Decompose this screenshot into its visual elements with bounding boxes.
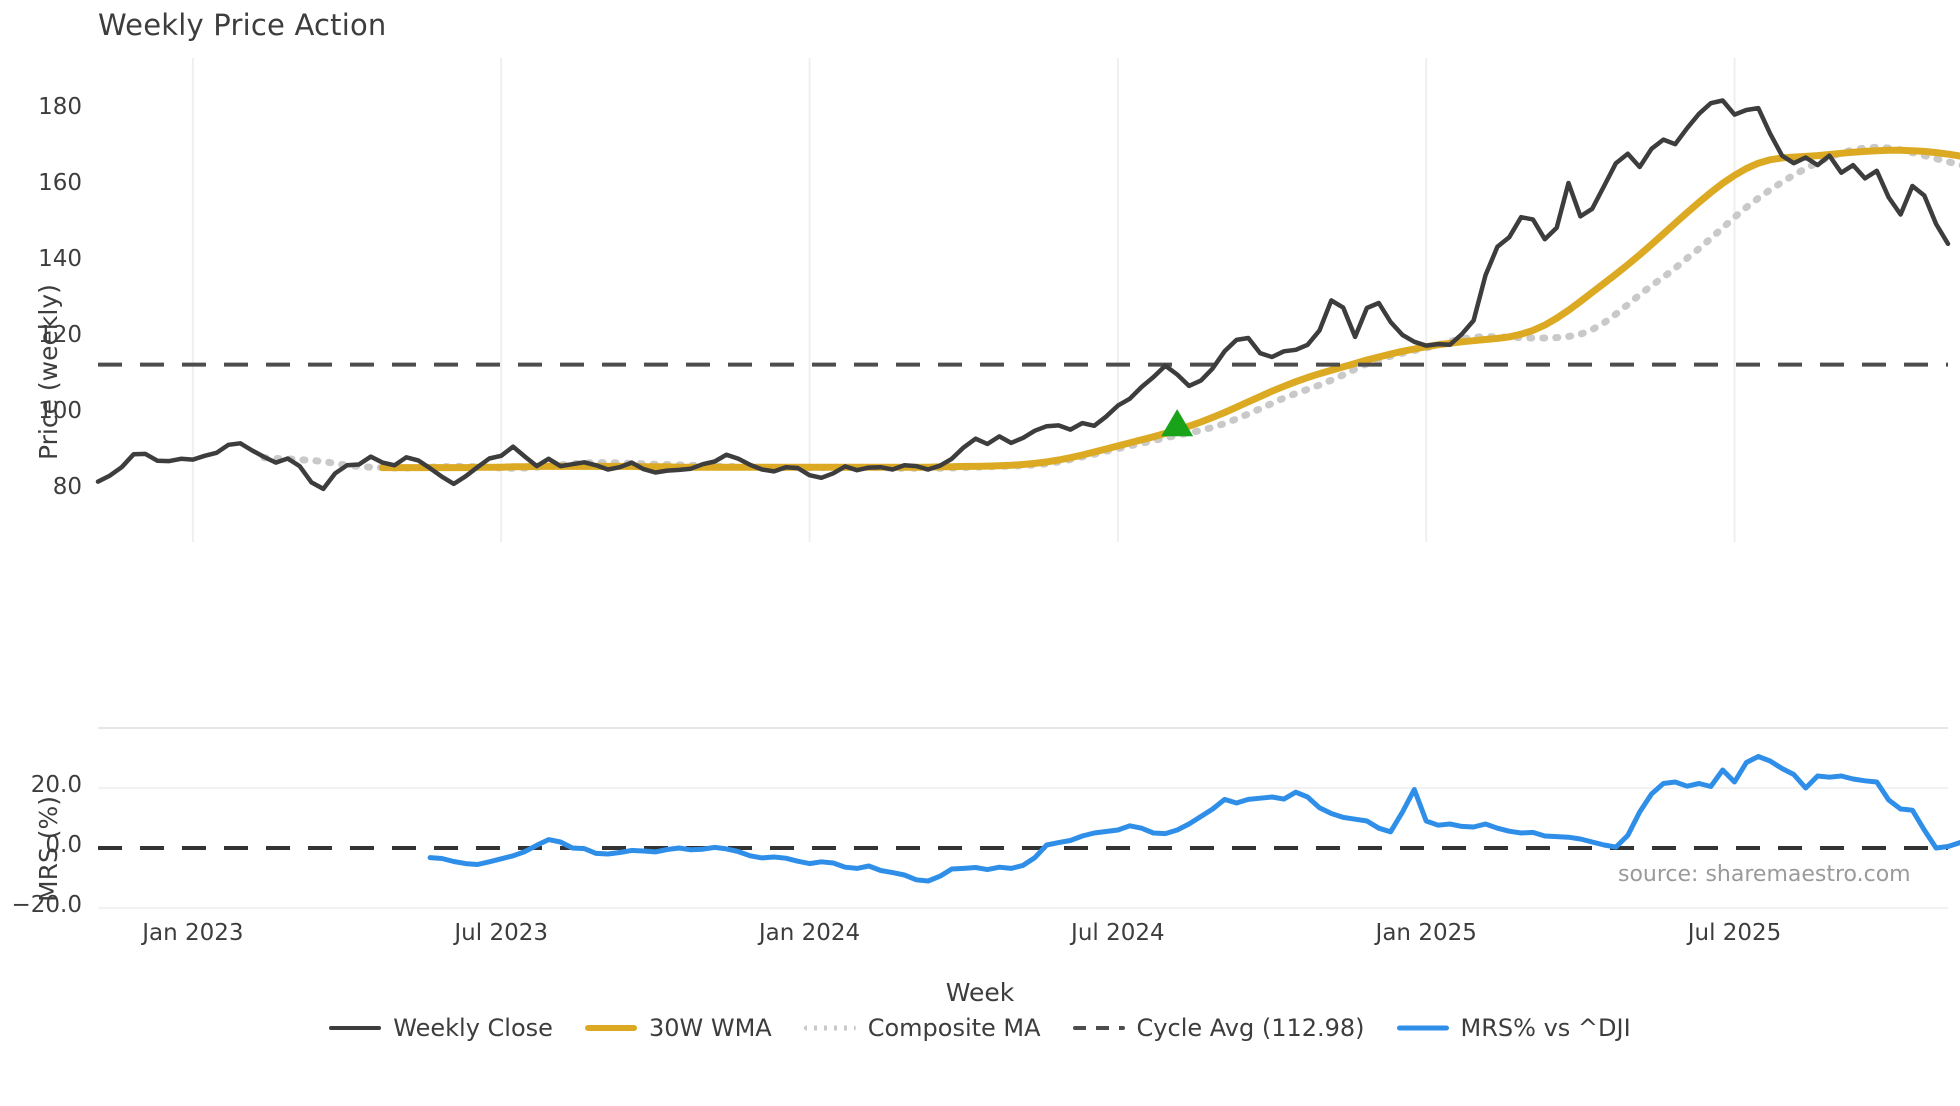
legend-swatch-weekly-close-icon xyxy=(329,1019,382,1037)
legend-swatch-mrs-pct-icon xyxy=(1396,1019,1449,1037)
mrs-line xyxy=(427,754,1960,884)
xtick-4: Jan 2025 xyxy=(1375,920,1477,946)
legend-item-weekly-close[interactable]: Weekly Close xyxy=(329,1014,553,1042)
mrs-ytick-1: 0.0 xyxy=(45,832,82,858)
xtick-0: Jan 2023 xyxy=(142,920,244,946)
legend-item-mrs-pct[interactable]: MRS% vs ^DJI xyxy=(1396,1014,1631,1042)
legend-label-weekly-close: Weekly Close xyxy=(393,1014,553,1042)
mrs-ytick-0: 20.0 xyxy=(30,772,82,798)
price-axis-label: Price (weekly) xyxy=(34,284,63,460)
source-watermark: source: sharemaestro.com xyxy=(1618,862,1911,887)
legend-swatch-composite-ma-icon xyxy=(803,1019,856,1037)
legend-item-wma-30w[interactable]: 30W WMA xyxy=(584,1014,772,1042)
chart-title: Weekly Price Action xyxy=(98,8,387,42)
price-ytick-5: 80 xyxy=(52,474,82,500)
x-axis-label: Week xyxy=(945,978,1015,1007)
legend-label-cycle-avg: Cycle Avg (112.98) xyxy=(1136,1014,1365,1042)
mrs-ytick-2: −20.0 xyxy=(11,892,82,918)
price-ytick-1: 160 xyxy=(38,170,82,196)
weekly-close-line xyxy=(95,98,1951,492)
legend-swatch-wma-30w-icon xyxy=(584,1019,637,1037)
legend-label-wma-30w: 30W WMA xyxy=(648,1014,772,1042)
legend-label-mrs-pct: MRS% vs ^DJI xyxy=(1460,1014,1631,1042)
legend-item-composite-ma[interactable]: Composite MA xyxy=(803,1014,1041,1042)
price-ytick-4: 100 xyxy=(38,398,82,424)
xtick-5: Jul 2025 xyxy=(1687,920,1782,946)
xtick-2: Jan 2024 xyxy=(758,920,861,946)
price-ytick-2: 140 xyxy=(38,246,82,272)
buy-signal-marker xyxy=(1161,409,1194,437)
legend-label-composite-ma: Composite MA xyxy=(867,1014,1041,1042)
xtick-1: Jul 2023 xyxy=(454,920,548,946)
legend-item-cycle-avg[interactable]: Cycle Avg (112.98) xyxy=(1072,1014,1365,1042)
legend-swatch-cycle-avg-icon xyxy=(1072,1019,1125,1037)
chart-legend: Weekly Close 30W WMA Composite MA Cycle Avg… xyxy=(0,1014,1960,1042)
price-ytick-3: 120 xyxy=(38,322,82,348)
price-ytick-0: 180 xyxy=(38,94,82,120)
xtick-3: Jul 2024 xyxy=(1071,920,1165,946)
